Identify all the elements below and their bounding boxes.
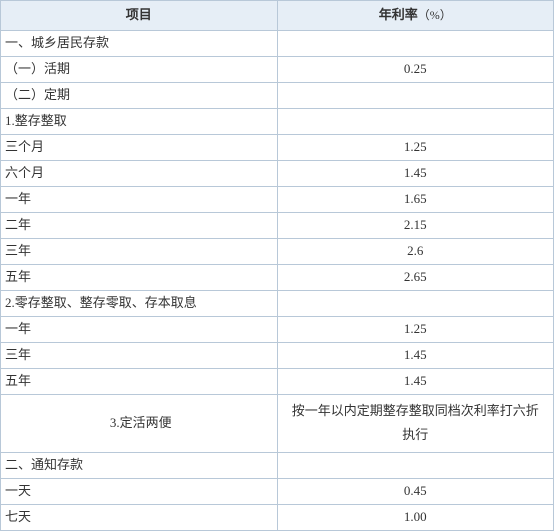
table-row: 三年2.6 <box>1 238 554 264</box>
table-row: 一、城乡居民存款 <box>1 30 554 56</box>
rate-cell: 2.65 <box>277 264 554 290</box>
rate-cell <box>277 82 554 108</box>
table-row: 三年1.45 <box>1 342 554 368</box>
table-row: 一天0.45 <box>1 479 554 505</box>
rate-cell: 1.45 <box>277 368 554 394</box>
rate-cell: 2.6 <box>277 238 554 264</box>
item-cell: 一天 <box>1 479 278 505</box>
item-cell: 二年 <box>1 212 278 238</box>
item-cell: 3.定活两便 <box>1 394 278 452</box>
item-cell: 五年 <box>1 264 278 290</box>
table-row: 六个月1.45 <box>1 160 554 186</box>
rate-cell: 1.45 <box>277 160 554 186</box>
item-cell: 1.整存整取 <box>1 108 278 134</box>
rate-cell: 0.45 <box>277 479 554 505</box>
rate-cell: 1.25 <box>277 134 554 160</box>
rate-cell <box>277 453 554 479</box>
rate-cell: 1.45 <box>277 342 554 368</box>
rate-cell: 1.25 <box>277 316 554 342</box>
rate-cell: 2.15 <box>277 212 554 238</box>
item-cell: 三个月 <box>1 134 278 160</box>
rate-cell <box>277 108 554 134</box>
item-cell: 一、城乡居民存款 <box>1 30 278 56</box>
table-row: 一年1.25 <box>1 316 554 342</box>
item-cell: 一年 <box>1 316 278 342</box>
table-row: 五年1.45 <box>1 368 554 394</box>
header-item: 项目 <box>1 1 278 31</box>
rate-cell: 1.65 <box>277 186 554 212</box>
item-cell: 一年 <box>1 186 278 212</box>
item-cell: 三年 <box>1 238 278 264</box>
table-row: 二、通知存款 <box>1 453 554 479</box>
table-row: （一）活期0.25 <box>1 56 554 82</box>
item-cell: （一）活期 <box>1 56 278 82</box>
table-row: 1.整存整取 <box>1 108 554 134</box>
table-row: 一年1.65 <box>1 186 554 212</box>
table-row: （二）定期 <box>1 82 554 108</box>
item-cell: 三年 <box>1 342 278 368</box>
table-row: 三个月1.25 <box>1 134 554 160</box>
item-cell: 六个月 <box>1 160 278 186</box>
rate-cell <box>277 290 554 316</box>
table-row: 2.零存整取、整存零取、存本取息 <box>1 290 554 316</box>
interest-rate-table: 项目 年利率（%） 一、城乡居民存款（一）活期0.25（二）定期1.整存整取三个… <box>0 0 554 531</box>
item-cell: （二）定期 <box>1 82 278 108</box>
rate-cell: 1.00 <box>277 505 554 531</box>
header-row: 项目 年利率（%） <box>1 1 554 31</box>
table-row: 七天1.00 <box>1 505 554 531</box>
table-row: 二年2.15 <box>1 212 554 238</box>
header-rate: 年利率（%） <box>277 1 554 31</box>
item-cell: 二、通知存款 <box>1 453 278 479</box>
rate-cell: 0.25 <box>277 56 554 82</box>
table-row: 五年2.65 <box>1 264 554 290</box>
item-cell: 七天 <box>1 505 278 531</box>
item-cell: 五年 <box>1 368 278 394</box>
table-row: 3.定活两便按一年以内定期整存整取同档次利率打六折执行 <box>1 394 554 452</box>
rate-cell: 按一年以内定期整存整取同档次利率打六折执行 <box>277 394 554 452</box>
rate-cell <box>277 30 554 56</box>
item-cell: 2.零存整取、整存零取、存本取息 <box>1 290 278 316</box>
